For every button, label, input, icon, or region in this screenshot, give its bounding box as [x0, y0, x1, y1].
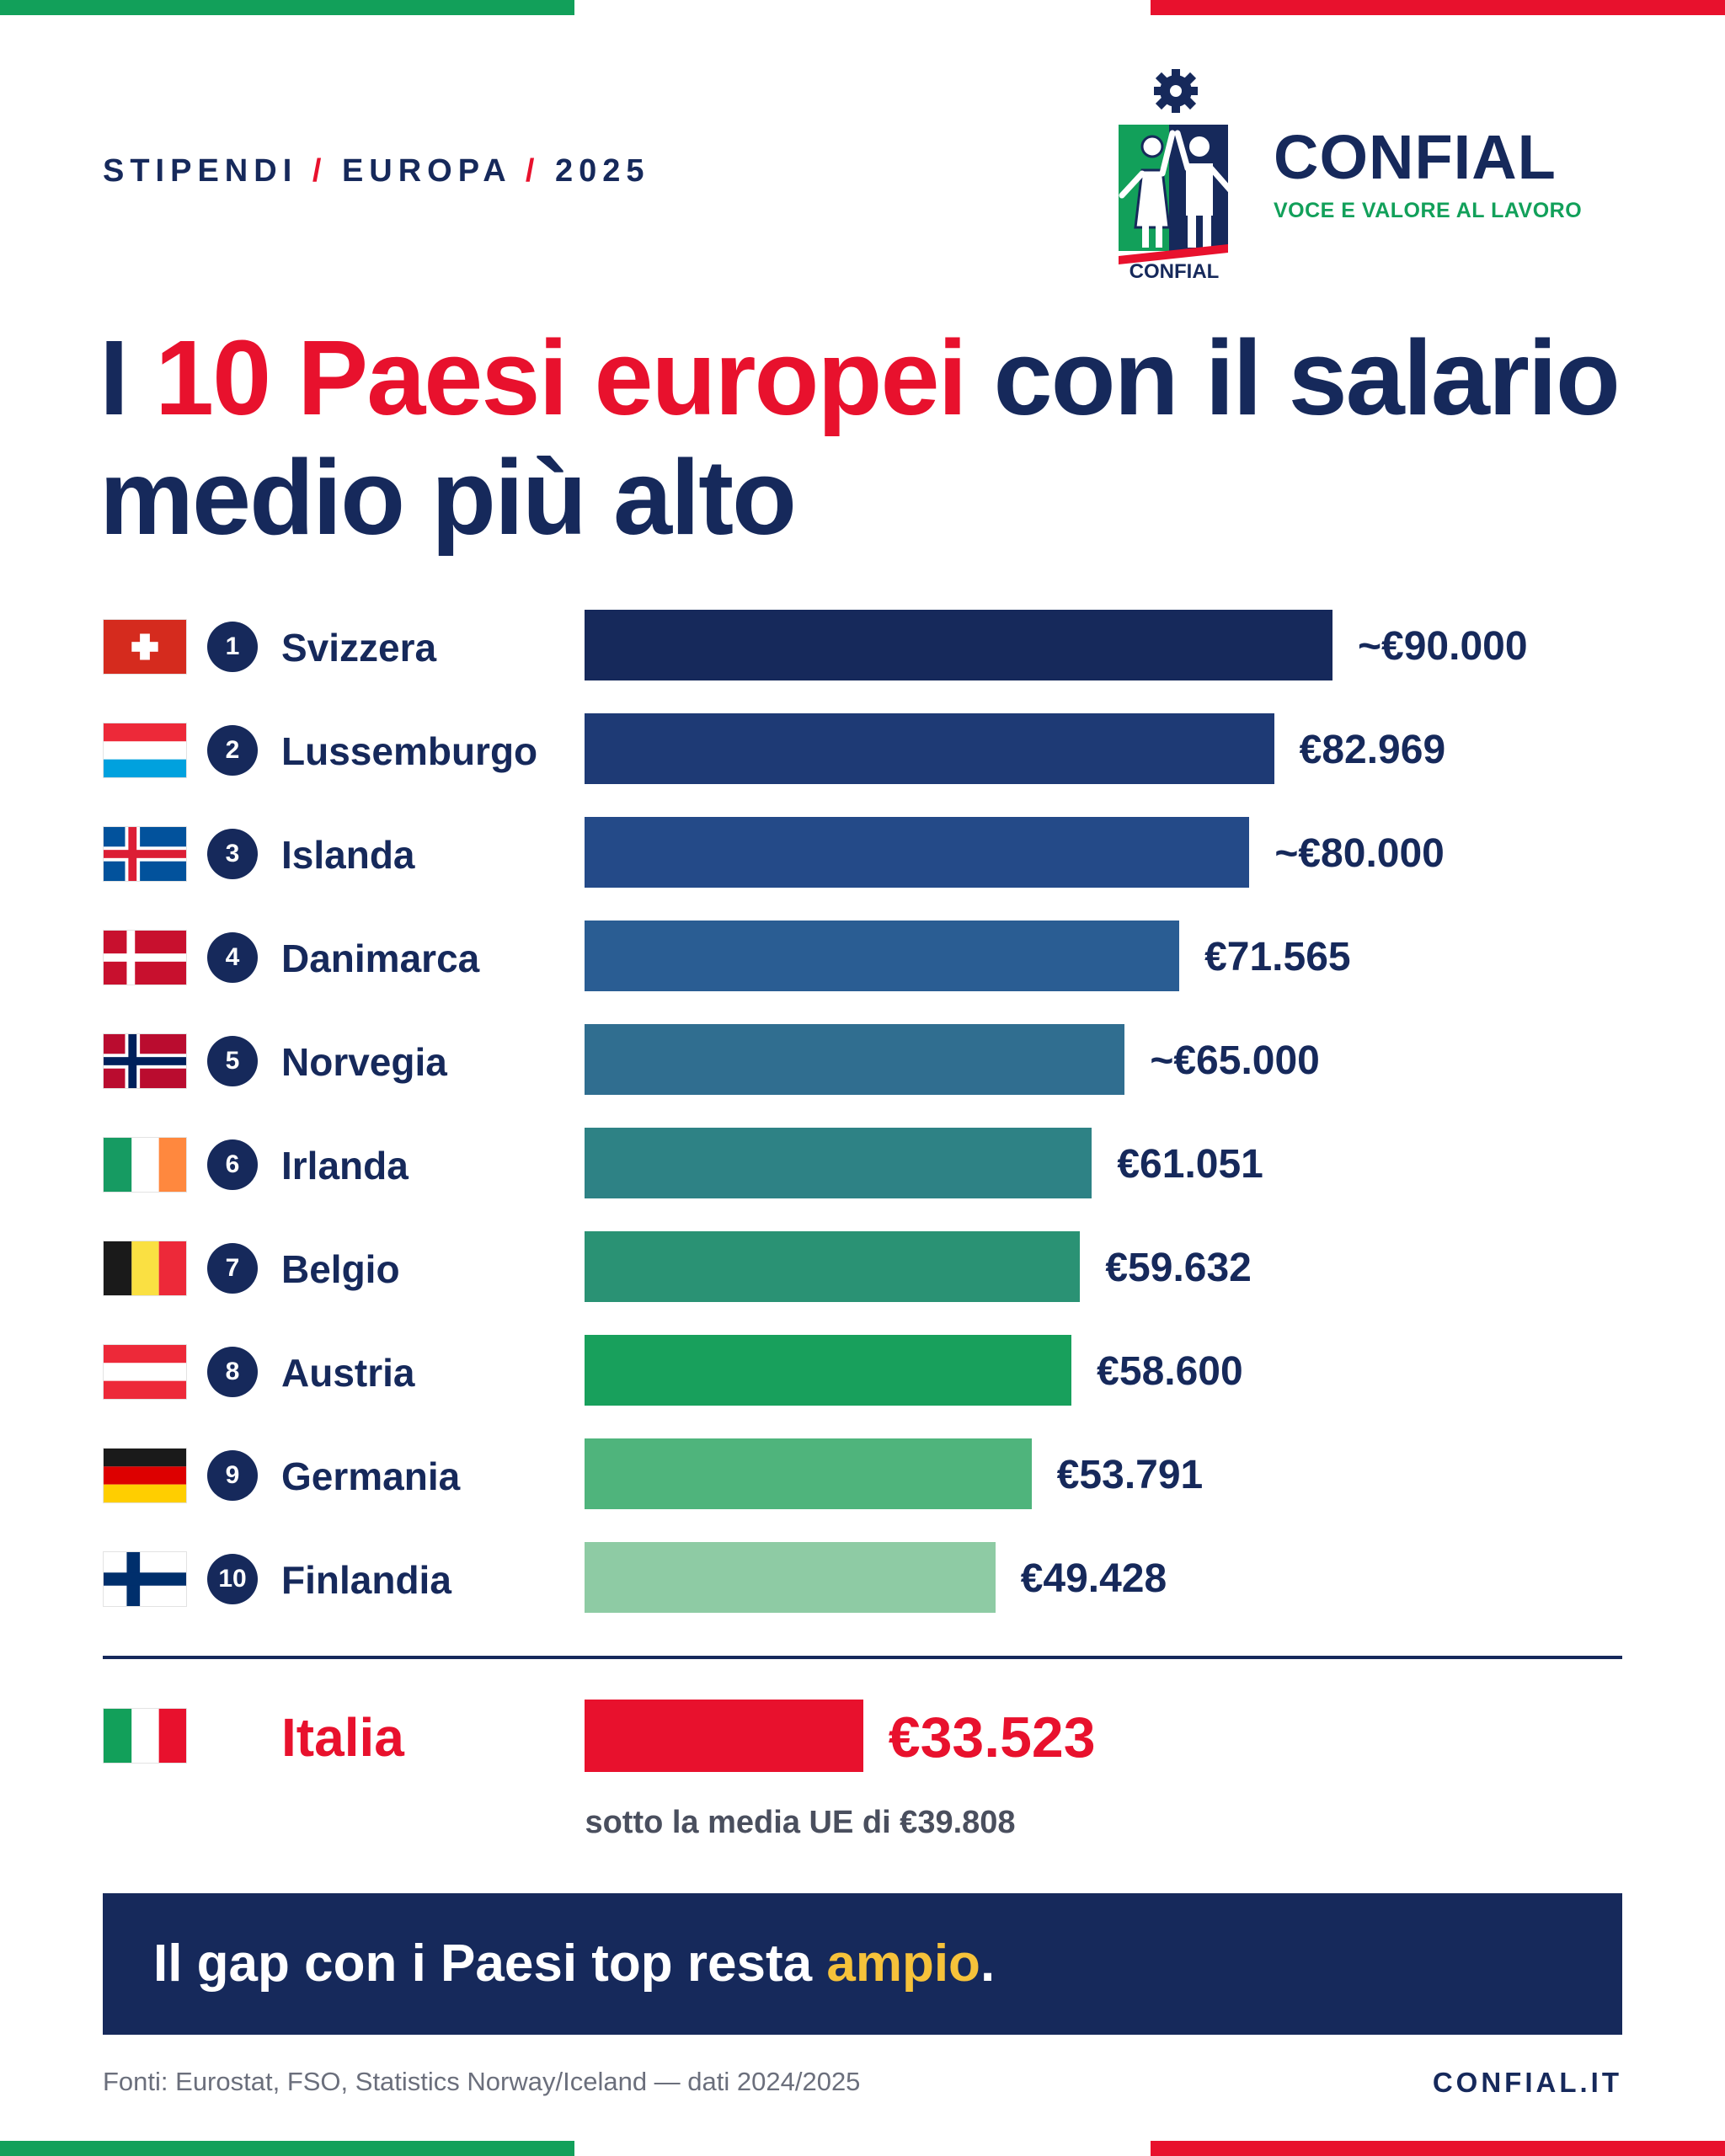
country-label: Lussemburgo	[281, 729, 538, 773]
country-label: Islanda	[281, 833, 415, 877]
finland-flag	[103, 1551, 187, 1607]
rank-badge: 1	[207, 622, 258, 672]
country-label: Finlandia	[281, 1558, 451, 1602]
bottom-stripe-red	[1151, 2141, 1725, 2156]
kicker-topic: STIPENDI	[103, 153, 298, 189]
bar	[585, 1542, 996, 1613]
bar	[585, 1128, 1092, 1198]
austria-flag	[103, 1344, 187, 1400]
rank-badge: 4	[207, 932, 258, 983]
iceland-flag	[103, 826, 187, 882]
country-label: Norvegia	[281, 1040, 447, 1084]
italy-flag	[103, 1708, 187, 1764]
conclusion-banner: Il gap con i Paesi top resta ampio.	[103, 1893, 1622, 2035]
rank-badge: 7	[207, 1243, 258, 1294]
rank-badge: 8	[207, 1347, 258, 1397]
top-stripe-red	[1151, 0, 1725, 15]
chart-row: 8 Austria €58.600	[0, 1335, 1725, 1406]
country-label: Svizzera	[281, 626, 437, 670]
norway-flag	[103, 1033, 187, 1089]
luxembourg-flag	[103, 723, 187, 778]
value-label: €49.428	[1020, 1556, 1167, 1601]
country-label: Danimarca	[281, 937, 480, 980]
chart-row: 4 Danimarca €71.565	[0, 921, 1725, 991]
rank-badge: 6	[207, 1139, 258, 1190]
italy-bar	[585, 1700, 863, 1772]
chart-row: 2 Lussemburgo €82.969	[0, 713, 1725, 784]
denmark-flag	[103, 930, 187, 985]
kicker-year: 2025	[554, 153, 650, 189]
value-label: ~€90.000	[1358, 624, 1528, 669]
bar	[585, 921, 1180, 991]
chart-row: 9 Germania €53.791	[0, 1438, 1725, 1509]
italy-label: Italia	[281, 1707, 404, 1768]
banner-suffix: .	[980, 1935, 996, 1993]
belgium-flag	[103, 1241, 187, 1296]
confial-logo-icon: CONFIAL	[1119, 69, 1238, 278]
banner-text: Il gap con i Paesi top resta ampio.	[153, 1934, 995, 1993]
chart-row: 1 Svizzera ~€90.000	[0, 610, 1725, 680]
kicker: STIPENDI / EUROPA / 2025	[103, 153, 650, 189]
germany-flag	[103, 1448, 187, 1503]
divider	[103, 1656, 1622, 1659]
title-highlight: 10 Paesi europei	[155, 318, 968, 437]
banner-highlight: ampio	[826, 1935, 980, 1993]
bar	[585, 1231, 1081, 1302]
bar	[585, 610, 1332, 680]
rank-badge: 5	[207, 1036, 258, 1086]
ireland-flag	[103, 1137, 187, 1193]
value-label: ~€80.000	[1274, 831, 1445, 876]
rank-badge: 9	[207, 1450, 258, 1501]
italy-row: Italia €33.523	[0, 1700, 1725, 1772]
bar	[585, 817, 1250, 888]
rank-badge: 2	[207, 725, 258, 776]
bar	[585, 1438, 1032, 1509]
bar	[585, 713, 1274, 784]
source-note: Fonti: Eurostat, FSO, Statistics Norway/…	[103, 2067, 861, 2096]
title-suffix: con il salario medio più alto	[99, 318, 1621, 557]
brand-tagline: VOCE E VALORE AL LAVORO	[1274, 199, 1583, 222]
kicker-separator: /	[312, 153, 342, 189]
page-title: I 10 Paesi europei con il salario medio …	[99, 318, 1641, 558]
rank-badge: 3	[207, 829, 258, 879]
chart-row: 3 Islanda ~€80.000	[0, 817, 1725, 888]
switzerland-flag	[103, 619, 187, 675]
kicker-separator: /	[525, 153, 555, 189]
country-label: Belgio	[281, 1247, 400, 1291]
kicker-region: EUROPA	[341, 153, 511, 189]
chart-row: 6 Irlanda €61.051	[0, 1128, 1725, 1198]
country-label: Germania	[281, 1454, 461, 1498]
brand-name: CONFIAL	[1274, 122, 1557, 192]
banner-prefix: Il gap con i Paesi top resta	[153, 1935, 827, 1993]
value-label: €61.051	[1117, 1142, 1263, 1187]
eu-average-note: sotto la media UE di €39.808	[585, 1805, 1016, 1840]
chart-row: 10 Finlandia €49.428	[0, 1542, 1725, 1613]
top-stripe-green	[0, 0, 574, 15]
italy-value: €33.523	[888, 1705, 1096, 1769]
chart-row: 7 Belgio €59.632	[0, 1231, 1725, 1302]
title-prefix: I	[99, 318, 156, 437]
gear-icon	[1154, 69, 1198, 113]
country-label: Irlanda	[281, 1144, 409, 1187]
site-link[interactable]: CONFIAL.IT	[1432, 2067, 1622, 2098]
bottom-stripe-green	[0, 2141, 574, 2156]
value-label: €82.969	[1299, 728, 1446, 772]
logo-text: CONFIAL	[1130, 260, 1220, 278]
country-label: Austria	[281, 1351, 415, 1395]
bar	[585, 1024, 1125, 1095]
rank-badge: 10	[207, 1554, 258, 1604]
value-label: ~€65.000	[1150, 1038, 1320, 1083]
value-label: €58.600	[1097, 1349, 1243, 1394]
value-label: €71.565	[1204, 935, 1351, 979]
bar	[585, 1335, 1072, 1406]
value-label: €59.632	[1105, 1246, 1252, 1290]
chart-row: 5 Norvegia ~€65.000	[0, 1024, 1725, 1095]
value-label: €53.791	[1056, 1453, 1204, 1497]
